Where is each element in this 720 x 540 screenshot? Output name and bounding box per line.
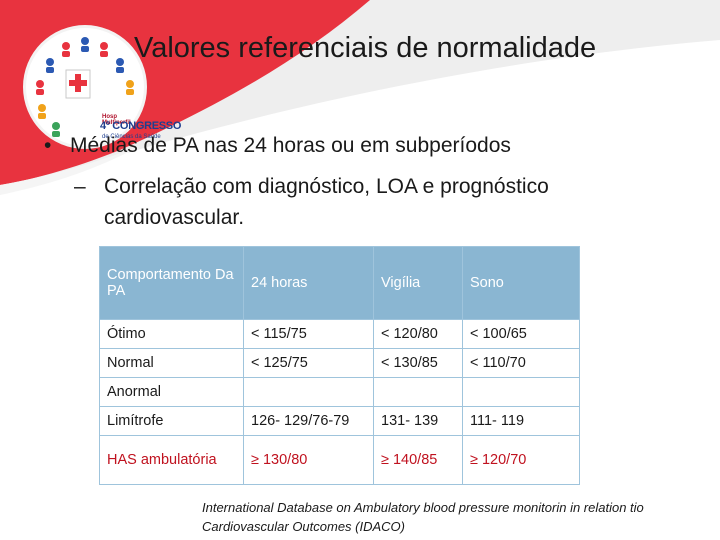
bullet-item: • Médias de PA nas 24 horas ou em subperí… xyxy=(44,134,511,158)
table-cell: Limítrofe xyxy=(99,406,244,436)
header-cell-24h: 24 horas xyxy=(243,246,374,320)
table-cell xyxy=(462,377,580,407)
dash-symbol: – xyxy=(74,175,86,198)
table-cell: Normal xyxy=(99,348,244,378)
table-cell: Ótimo xyxy=(99,319,244,349)
reference-values-table: Comportamento Da PA 24 horas Vigília Son… xyxy=(99,246,580,485)
table-row: Limítrofe 126- 129/76-79 131- 139 111- 1… xyxy=(99,406,580,436)
header-cell-behavior: Comportamento Da PA xyxy=(99,246,244,320)
table-cell: < 120/80 xyxy=(373,319,463,349)
table-cell: < 125/75 xyxy=(243,348,374,378)
logo-subtitle-text: de Ciências da Saúde xyxy=(102,134,161,140)
table-row: Normal < 125/75 < 130/85 < 110/70 xyxy=(99,348,580,378)
table-cell: < 115/75 xyxy=(243,319,374,349)
table-row: Anormal xyxy=(99,377,580,407)
table-header-row: Comportamento Da PA 24 horas Vigília Son… xyxy=(99,246,580,320)
table-cell: ≥ 130/80 xyxy=(243,435,374,485)
table-cell: 131- 139 xyxy=(373,406,463,436)
table-cell xyxy=(373,377,463,407)
congress-logo: Hosp Multiperfil 4º CONGRESSO de Ciência… xyxy=(26,28,181,146)
table-cell: < 130/85 xyxy=(373,348,463,378)
header-cell-sono: Sono xyxy=(462,246,580,320)
footnote: International Database on Ambulatory blo… xyxy=(202,498,644,536)
table-cell: 111- 119 xyxy=(462,406,580,436)
table-cell: < 110/70 xyxy=(462,348,580,378)
table-row: HAS ambulatória ≥ 130/80 ≥ 140/85 ≥ 120/… xyxy=(99,435,580,485)
footnote-line2: Cardiovascular Outcomes (IDACO) xyxy=(202,519,405,534)
table-cell: < 100/65 xyxy=(462,319,580,349)
bullet-text: Médias de PA nas 24 horas ou em subperío… xyxy=(70,134,511,157)
sub-bullet-line2: cardiovascular. xyxy=(104,206,245,229)
sub-bullet-item: – Correlação com diagnóstico, LOA e progn… xyxy=(74,171,634,233)
logo-hospital-text: Hosp Multiperfil xyxy=(102,114,131,126)
logo-figures-icon xyxy=(29,31,141,143)
table-cell: Anormal xyxy=(99,377,244,407)
table-cell: 126- 129/76-79 xyxy=(243,406,374,436)
table-cell: ≥ 120/70 xyxy=(462,435,580,485)
bullet-symbol: • xyxy=(44,134,52,157)
table-cell: ≥ 140/85 xyxy=(373,435,463,485)
table-cell xyxy=(243,377,374,407)
footnote-line1: International Database on Ambulatory blo… xyxy=(202,500,644,515)
header-cell-vigilia: Vigília xyxy=(373,246,463,320)
slide-title: Valores referenciais de normalidade xyxy=(134,32,597,64)
table-cell: HAS ambulatória xyxy=(99,435,244,485)
table-row: Ótimo < 115/75 < 120/80 < 100/65 xyxy=(99,319,580,349)
logo-congress-text: 4º CONGRESSO xyxy=(100,120,182,132)
sub-bullet-line1: Correlação com diagnóstico, LOA e prognó… xyxy=(104,175,549,198)
